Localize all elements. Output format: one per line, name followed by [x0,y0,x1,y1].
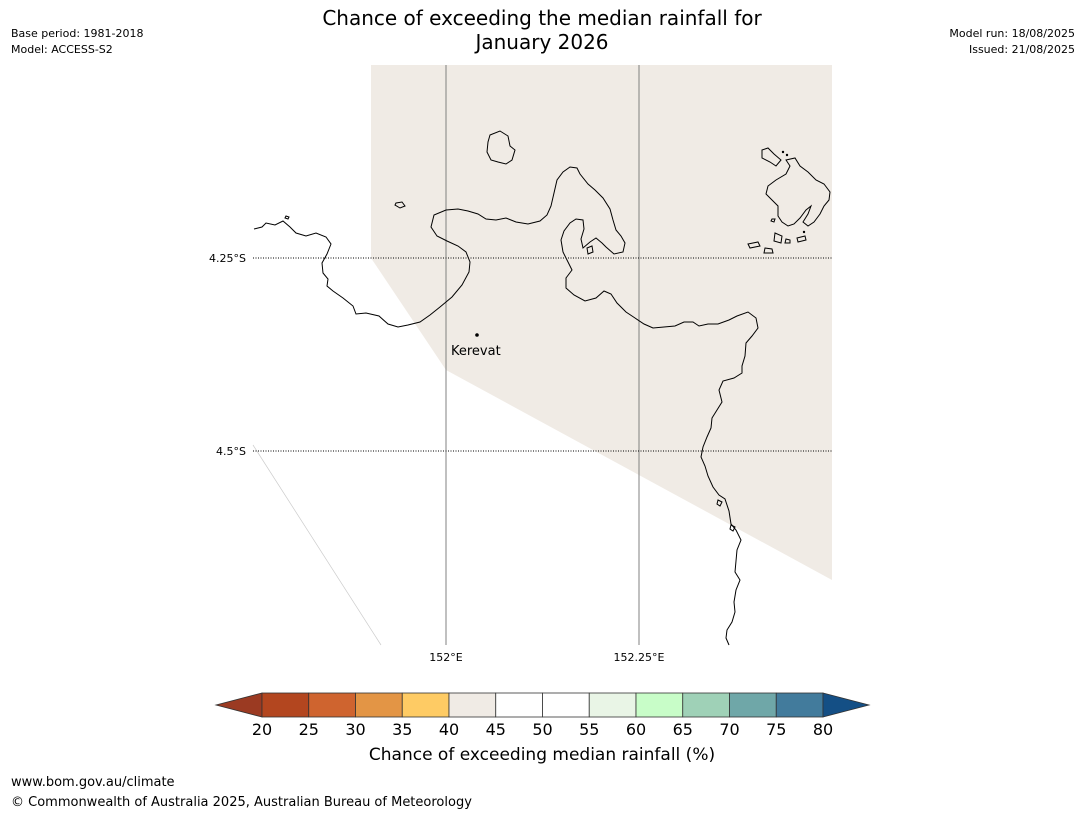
island-dot [785,153,789,157]
colorbar-tick-label: 45 [486,720,506,739]
colorbar-tick-label: 30 [345,720,365,739]
colorbar-swatches [214,692,871,718]
colorbar-tick-label: 50 [532,720,552,739]
island-dot [802,230,806,234]
colorbar-tick-label: 60 [626,720,646,739]
meta-right: Model run: 18/08/2025 Issued: 21/08/2025 [949,26,1075,58]
colorbar-tick-label: 80 [813,720,833,739]
footer-copyright: © Commonwealth of Australia 2025, Austra… [11,795,472,810]
colorbar-swatch [261,692,310,718]
lon-label-152-25: 152.25°E [614,651,665,664]
colorbar-swatch [682,692,730,718]
colorbar-tick-label: 75 [766,720,786,739]
colorbar-swatch [775,692,824,718]
forecast-shaded-region [371,65,832,580]
colorbar-swatch [355,692,403,718]
town-label: Kerevat [451,344,501,359]
title-line-1: Chance of exceeding the median rainfall … [322,6,762,30]
base-period-text: Base period: 1981-2018 [11,27,144,40]
issued-text: Issued: 21/08/2025 [968,43,1075,56]
map-frame-edge [252,444,382,646]
town-marker [475,333,479,337]
colorbar-tick-label: 20 [252,720,272,739]
model-text: Model: ACCESS-S2 [11,43,113,56]
colorbar-swatch [448,692,497,718]
model-run-text: Model run: 18/08/2025 [949,27,1075,40]
colorbar-under-arrow [214,692,263,718]
lat-label-4-5: 4.5°S [216,445,246,458]
colorbar-swatch [729,692,777,718]
colorbar-over-arrow [822,692,871,718]
colorbar-tick-label: 65 [673,720,693,739]
chart-title: Chance of exceeding the median rainfall … [242,6,842,54]
colorbar: 20 25 30 35 40 45 50 55 60 65 70 75 80 [214,692,871,739]
colorbar-ticks: 20 25 30 35 40 45 50 55 60 65 70 75 80 [252,720,833,739]
lat-label-4-25: 4.25°S [209,252,246,265]
meta-left: Base period: 1981-2018 Model: ACCESS-S2 [11,26,143,58]
colorbar-tick-label: 25 [299,720,319,739]
island-dot [781,150,785,154]
colorbar-tick-label: 40 [439,720,459,739]
colorbar-tick-label: 35 [392,720,412,739]
colorbar-tick-label: 55 [579,720,599,739]
colorbar-swatch [542,692,590,718]
colorbar-swatch [495,692,543,718]
colorbar-label: Chance of exceeding median rainfall (%) [368,745,716,765]
colorbar-tick-label: 70 [719,720,739,739]
footer-url[interactable]: www.bom.gov.au/climate [11,775,175,790]
lon-label-152: 152°E [429,651,462,664]
rainfall-map: Kerevat 4.25°S 4.5°S 152°E 152.25°E [209,65,832,664]
coastline [253,130,831,646]
title-line-2: January 2026 [475,30,609,54]
colorbar-swatch [401,692,450,718]
colorbar-swatch [635,692,684,718]
colorbar-swatch [308,692,356,718]
small-islands [781,150,806,234]
colorbar-swatch [588,692,637,718]
